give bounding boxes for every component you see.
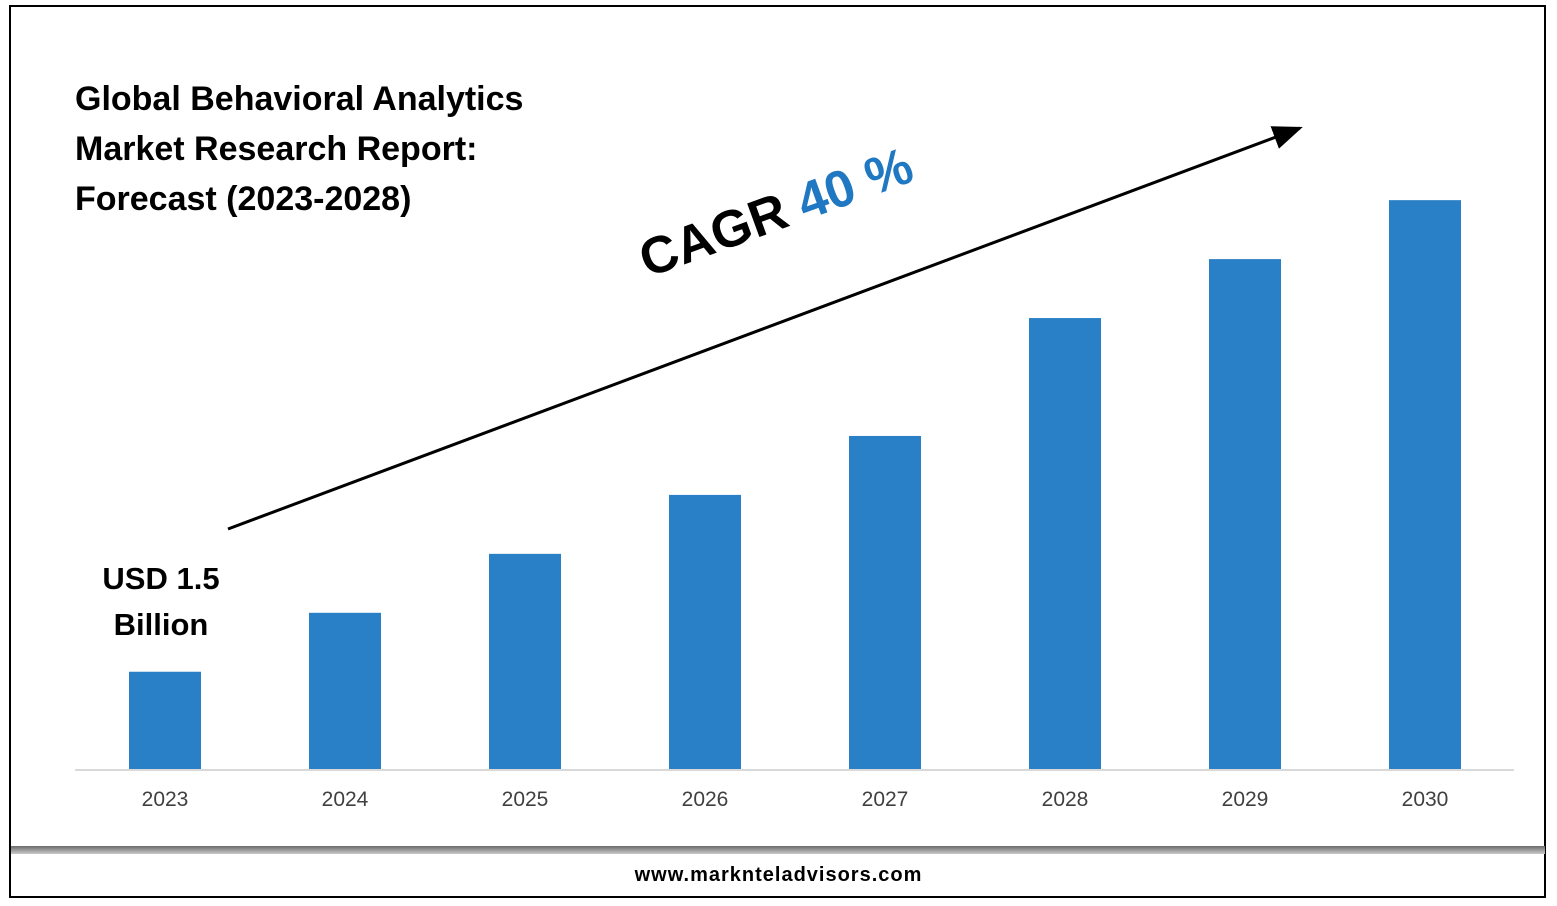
bar-2025	[489, 553, 561, 770]
x-tick-label-2023: 2023	[142, 788, 189, 811]
footer-url: www.marknteladvisors.com	[634, 864, 923, 886]
bar-2029	[1209, 259, 1281, 770]
title-line-1: Global Behavioral Analytics	[75, 80, 524, 118]
bar-2027	[849, 435, 921, 770]
start-value-line-2: Billion	[113, 607, 209, 642]
x-tick-label-2028: 2028	[1042, 788, 1089, 811]
chart-frame	[9, 5, 1546, 898]
bar-2030	[1389, 200, 1461, 770]
x-tick-label-2029: 2029	[1222, 788, 1269, 811]
title-line-2: Market Research Report:	[75, 130, 478, 168]
x-tick-label-2027: 2027	[862, 788, 909, 811]
start-value-annotation: USD 1.5 Billion	[80, 556, 242, 648]
x-tick-label-2024: 2024	[322, 788, 369, 811]
bar-2024	[309, 612, 381, 770]
title-line-3: Forecast (2023-2028)	[75, 180, 412, 218]
bar-2026	[669, 494, 741, 770]
x-tick-label-2026: 2026	[682, 788, 729, 811]
bar-2028	[1029, 318, 1101, 770]
x-tick-label-2025: 2025	[502, 788, 549, 811]
chart-title: Global Behavioral Analytics Market Resea…	[75, 74, 635, 224]
start-value-line-1: USD 1.5	[102, 561, 220, 596]
trend-arrow	[227, 126, 1303, 531]
bar-2023	[129, 671, 201, 770]
x-tick-label-2030: 2030	[1402, 788, 1449, 811]
footer-divider	[11, 846, 1545, 854]
